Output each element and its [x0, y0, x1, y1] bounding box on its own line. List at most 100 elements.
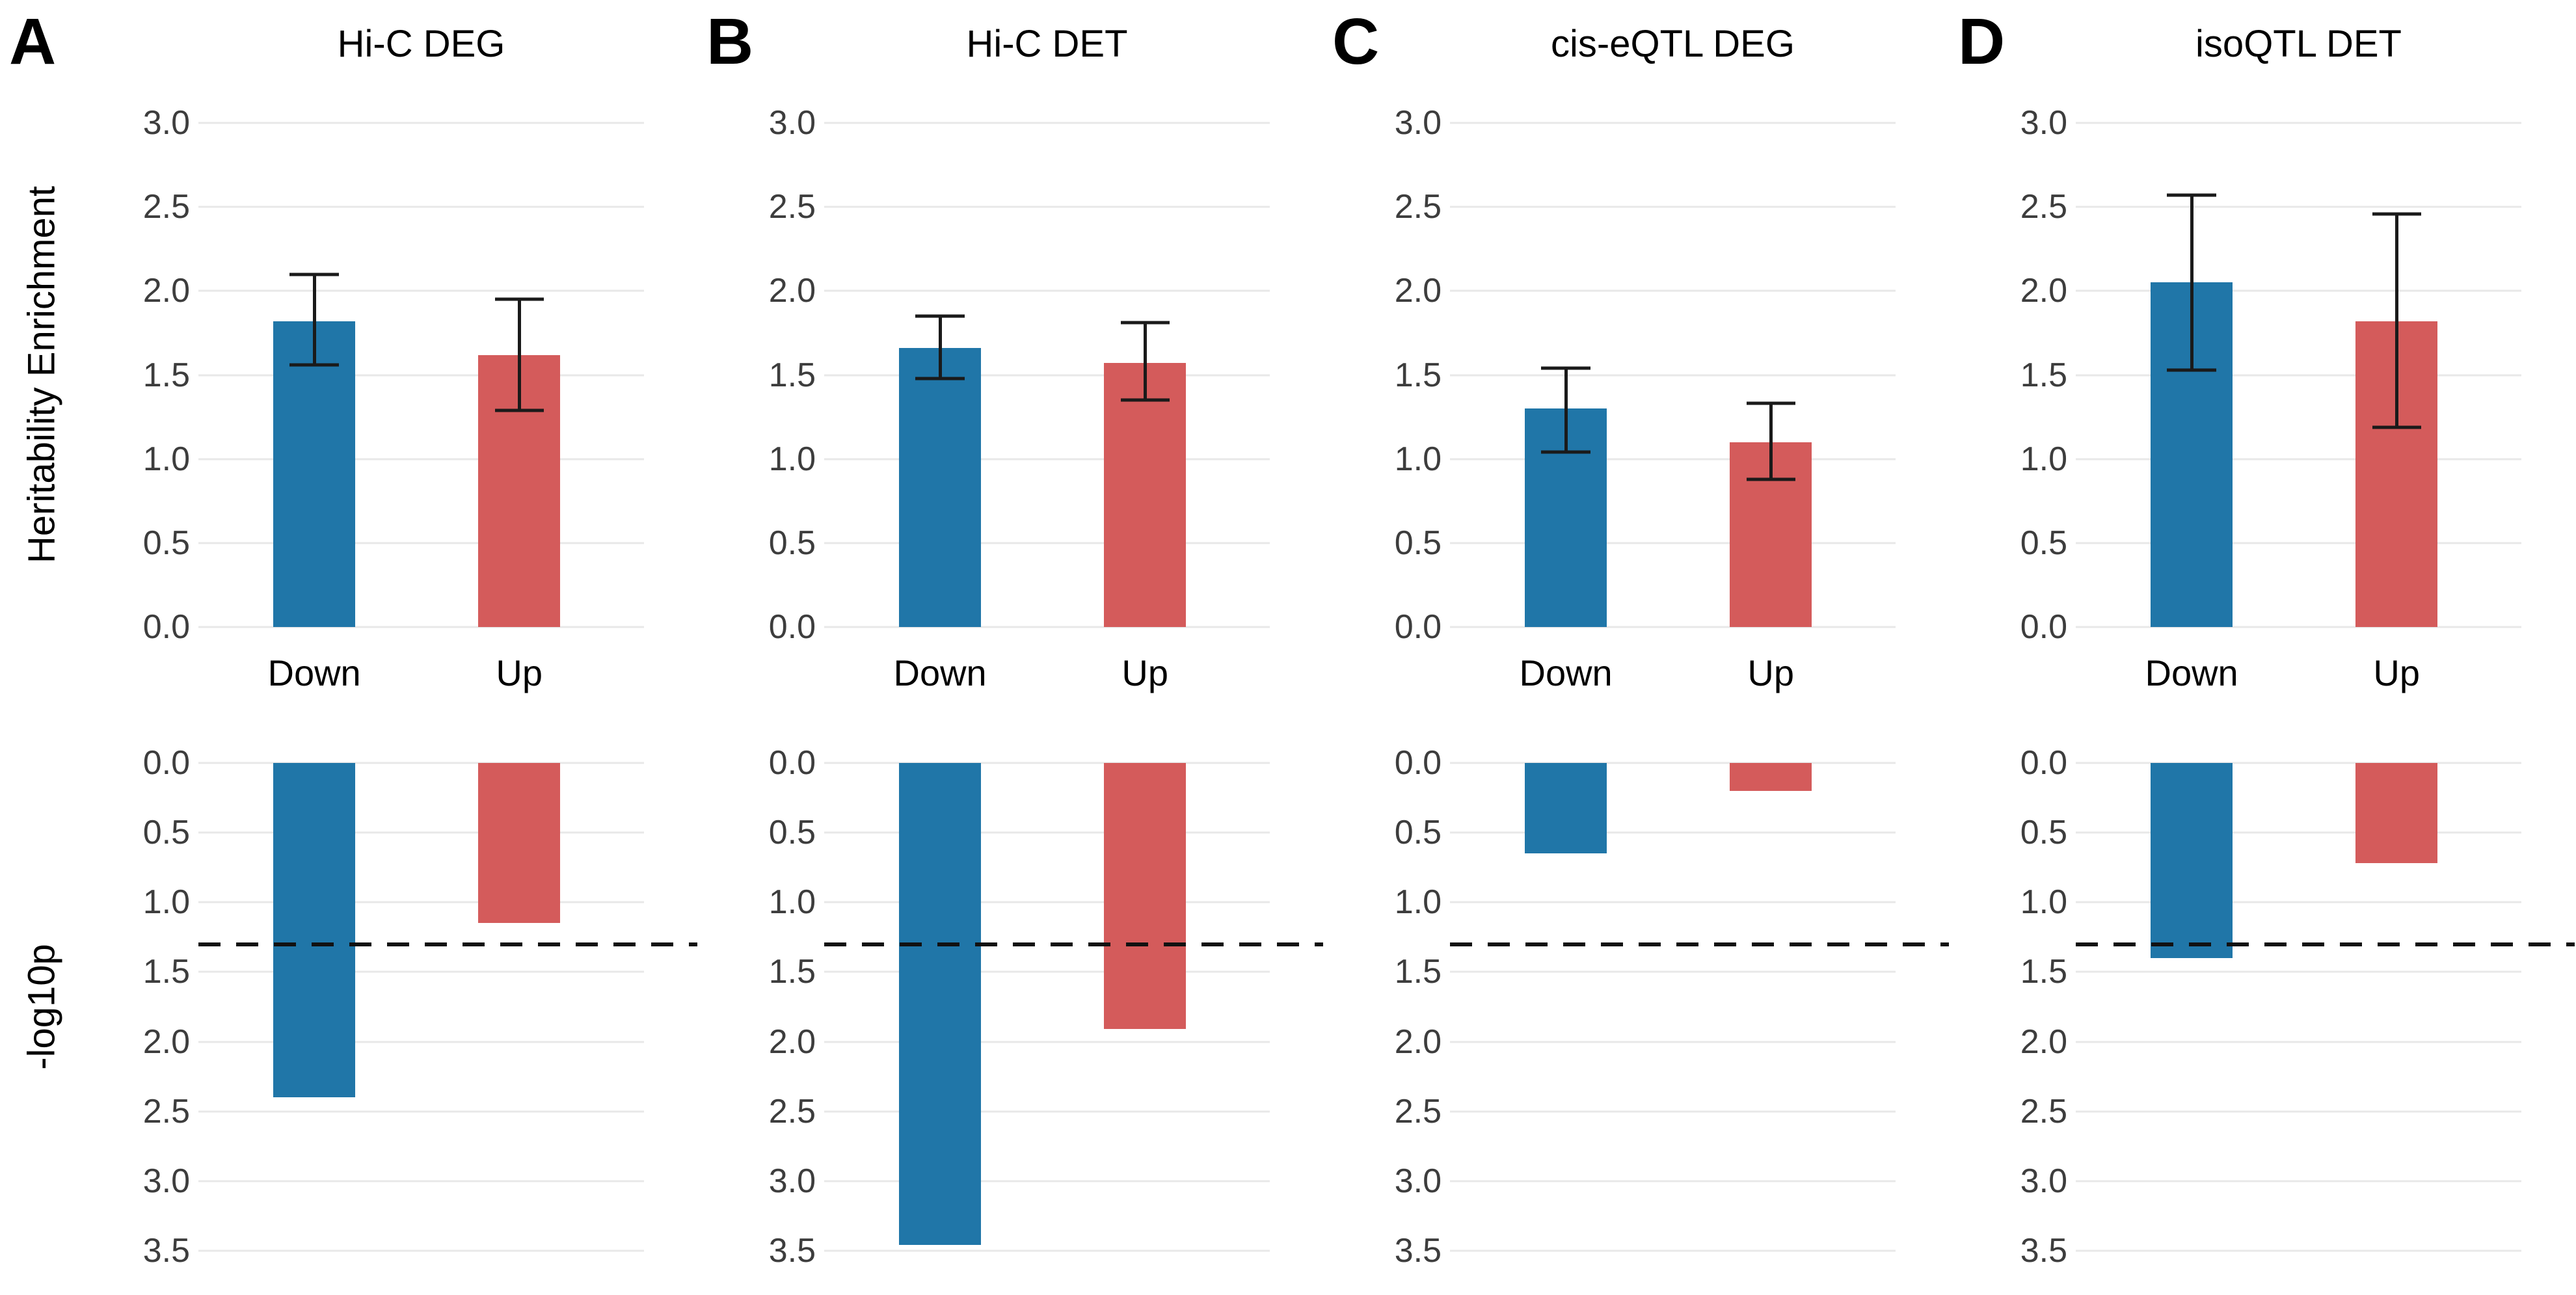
error-bar-up	[2395, 213, 2398, 427]
y-tick-label: 3.0	[1394, 1162, 1442, 1200]
bottom-y-ticks: 0.0 0.5 1.0 1.5 2.0 2.5 3.0 3.5	[697, 744, 816, 1270]
pvalue-bar-down	[273, 763, 356, 1098]
y-tick-label: 2.0	[2020, 272, 2067, 310]
y-tick-label: 3.5	[142, 1232, 190, 1270]
category-label-up: Up	[2373, 652, 2420, 693]
pvalue-chart: 0.0 0.5 1.0 1.5 2.0 2.5 3.0 3.5	[1949, 744, 2575, 1270]
error-bar-up	[1769, 403, 1773, 479]
error-bar-down	[1564, 368, 1568, 453]
y-tick-label: 1.0	[1394, 883, 1442, 922]
pvalue-bar-down	[899, 763, 982, 1246]
error-bar-cap-down	[915, 377, 965, 380]
gridline	[2076, 122, 2521, 124]
gridline	[198, 1110, 644, 1113]
category-label-up: Up	[1747, 652, 1794, 693]
y-tick-label: 2.0	[142, 1022, 190, 1061]
y-tick-label: 1.0	[2020, 883, 2067, 922]
gridline	[198, 1041, 644, 1043]
error-bar-cap-up	[494, 408, 544, 412]
panel: D isoQTL DET 3.0 2.5 2.0 1.5 1.0 0.5 0.0 Down U…	[1949, 0, 2575, 1295]
gridline	[1450, 458, 1896, 461]
panel: B Hi-C DET 3.0 2.5 2.0 1.5 1.0 0.5 0.0 Down Up …	[697, 0, 1323, 1295]
y-tick-label: 3.0	[768, 104, 816, 142]
y-tick-label: 1.5	[2020, 356, 2067, 394]
error-bar-up	[1143, 323, 1147, 401]
category-label-down: Down	[893, 652, 987, 693]
y-tick-label: 0.0	[768, 744, 816, 782]
gridline	[824, 1110, 1270, 1113]
gridline	[1450, 289, 1896, 292]
gridline	[824, 762, 1270, 764]
category-label-down: Down	[267, 652, 361, 693]
gridline	[1450, 1041, 1896, 1043]
gridline	[824, 289, 1270, 292]
y-tick-label: 1.5	[142, 356, 190, 394]
gridline	[824, 901, 1270, 903]
pvalue-chart: 0.0 0.5 1.0 1.5 2.0 2.5 3.0 3.5	[697, 744, 1323, 1270]
panel-title: Hi-C DEG	[337, 23, 505, 65]
gridline	[2076, 289, 2521, 292]
enrichment-bar-down	[273, 321, 356, 627]
error-bar-cap-down	[1541, 450, 1590, 454]
y-tick-label: 2.5	[1394, 188, 1442, 226]
y-tick-label: 2.0	[1394, 272, 1442, 310]
y-tick-label: 1.5	[1394, 953, 1442, 991]
gridline	[1450, 901, 1896, 903]
y-tick-label: 3.0	[142, 104, 190, 142]
y-tick-label: 3.0	[1394, 104, 1442, 142]
gridline	[824, 206, 1270, 208]
y-tick-label: 0.0	[2020, 608, 2067, 646]
error-bar-cap-up	[1746, 477, 1795, 481]
pvalue-bar-down	[1525, 763, 1607, 854]
y-tick-label: 1.0	[2020, 440, 2067, 478]
y-tick-label: 1.0	[768, 883, 816, 922]
panel-title: Hi-C DET	[966, 23, 1128, 65]
y-tick-label: 3.0	[768, 1162, 816, 1200]
y-tick-label: 2.0	[768, 1022, 816, 1061]
panel-letter: A	[9, 5, 57, 78]
panel-title: isoQTL DET	[2195, 23, 2402, 65]
pvalue-bar-up	[1104, 763, 1187, 1030]
error-bar-cap-up	[1120, 398, 1170, 402]
gridline	[2076, 831, 2521, 834]
gridline	[198, 542, 644, 544]
top-plot	[198, 122, 644, 628]
panel-letter: D	[1958, 5, 2006, 78]
bottom-plot	[824, 762, 1270, 1252]
gridline	[198, 1180, 644, 1182]
y-tick-label: 2.5	[1394, 1092, 1442, 1130]
category-label-up: Up	[1121, 652, 1168, 693]
panel-letter: C	[1332, 5, 1380, 78]
error-bar-cap-down	[915, 314, 965, 318]
y-tick-label: 2.0	[768, 272, 816, 310]
error-bar-cap-up	[2372, 212, 2421, 215]
y-tick-label: 0.5	[142, 524, 190, 562]
gridline	[1450, 542, 1896, 544]
gridline	[198, 1249, 644, 1252]
top-y-ticks: 3.0 2.5 2.0 1.5 1.0 0.5 0.0	[72, 104, 190, 646]
gridline	[824, 831, 1270, 834]
pvalue-chart: 0.0 0.5 1.0 1.5 2.0 2.5 3.0 3.5	[1323, 744, 1949, 1270]
y-tick-label: 3.0	[2020, 1162, 2067, 1200]
enrichment-chart: 3.0 2.5 2.0 1.5 1.0 0.5 0.0	[72, 104, 697, 646]
gridline	[824, 458, 1270, 461]
panels-row: A Hi-C DEG 3.0 2.5 2.0 1.5 1.0 0.5 0.0 Down Up …	[9, 0, 2576, 1295]
gridline	[198, 122, 644, 124]
top-plot	[2076, 122, 2521, 628]
enrichment-bar-down	[899, 348, 982, 627]
gridline	[824, 1180, 1270, 1182]
gridline	[824, 122, 1270, 124]
y-tick-label: 1.5	[142, 953, 190, 991]
bottom-y-ticks: 0.0 0.5 1.0 1.5 2.0 2.5 3.0 3.5	[1323, 744, 1442, 1270]
gridline	[824, 374, 1270, 376]
y-tick-label: 3.0	[2020, 104, 2067, 142]
y-axis-title-enrichment: Heritability Enrichment	[20, 185, 63, 564]
gridline	[2076, 1180, 2521, 1182]
y-tick-label: 0.0	[768, 608, 816, 646]
y-tick-label: 1.5	[2020, 953, 2067, 991]
significance-threshold-line	[2076, 942, 2575, 946]
panel-title: cis-eQTL DEG	[1551, 23, 1795, 65]
top-plot	[824, 122, 1270, 628]
error-bar-cap-down	[289, 363, 339, 367]
significance-threshold-line	[824, 942, 1323, 946]
